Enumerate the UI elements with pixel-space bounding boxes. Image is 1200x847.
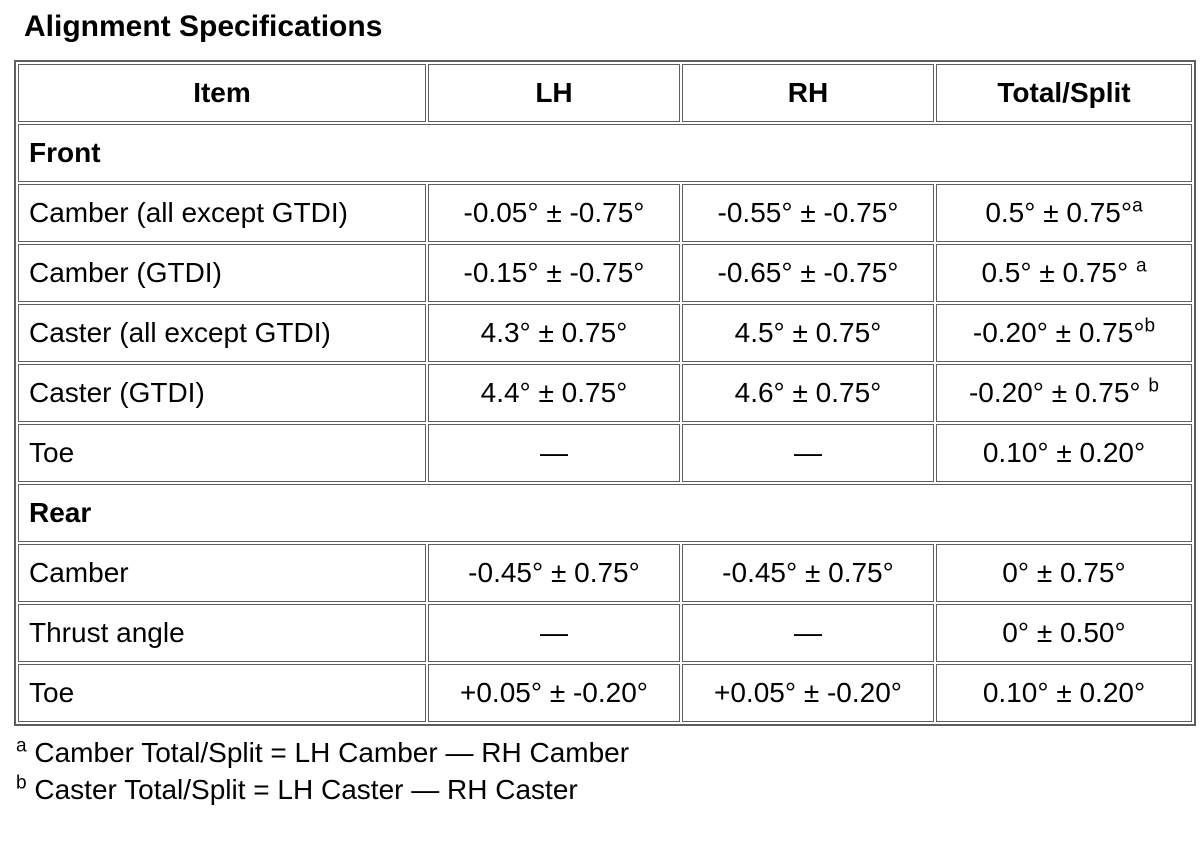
footnote-b-text: Caster Total/Split = LH Caster — RH Cast… bbox=[34, 774, 578, 805]
rh-cell: 4.5° ± 0.75° bbox=[682, 304, 934, 362]
item-cell: Camber bbox=[18, 544, 426, 602]
footnote-b: b Caster Total/Split = LH Caster — RH Ca… bbox=[16, 771, 1187, 808]
alignment-specs-table: Item LH RH Total/Split Front Camber (all… bbox=[14, 60, 1196, 726]
item-cell: Toe bbox=[18, 664, 426, 722]
footnote-marker: a bbox=[1132, 195, 1143, 217]
rh-cell: -0.45° ± 0.75° bbox=[682, 544, 934, 602]
total-cell: 0° ± 0.75° bbox=[936, 544, 1192, 602]
total-value: -0.20° ± 0.75° bbox=[972, 317, 1145, 348]
lh-cell: -0.45° ± 0.75° bbox=[428, 544, 680, 602]
rh-cell: — bbox=[682, 604, 934, 662]
item-cell: Toe bbox=[18, 424, 426, 482]
footnote-a-marker: a bbox=[16, 735, 27, 757]
column-header-rh: RH bbox=[682, 64, 934, 122]
lh-cell: -0.15° ± -0.75° bbox=[428, 244, 680, 302]
table-row: Camber (GTDI) -0.15° ± -0.75° -0.65° ± -… bbox=[18, 244, 1192, 302]
footnote-marker: a bbox=[1135, 255, 1147, 277]
table-row: Camber (all except GTDI) -0.05° ± -0.75°… bbox=[18, 184, 1192, 242]
item-cell: Camber (GTDI) bbox=[18, 244, 426, 302]
total-cell: -0.20° ± 0.75°b bbox=[936, 304, 1192, 362]
item-cell: Thrust angle bbox=[18, 604, 426, 662]
section-row-front: Front bbox=[18, 124, 1192, 182]
footnote-b-marker: b bbox=[16, 772, 27, 794]
rh-cell: — bbox=[682, 424, 934, 482]
item-cell: Camber (all except GTDI) bbox=[18, 184, 426, 242]
column-header-item: Item bbox=[18, 64, 426, 122]
column-header-total-split: Total/Split bbox=[936, 64, 1192, 122]
table-row: Camber -0.45° ± 0.75° -0.45° ± 0.75° 0° … bbox=[18, 544, 1192, 602]
lh-cell: 4.4° ± 0.75° bbox=[428, 364, 680, 422]
rh-cell: 4.6° ± 0.75° bbox=[682, 364, 934, 422]
total-cell: 0.5° ± 0.75°a bbox=[936, 184, 1192, 242]
lh-cell: -0.05° ± -0.75° bbox=[428, 184, 680, 242]
footnote-marker: b bbox=[1144, 315, 1156, 337]
page-title: Alignment Specifications bbox=[24, 10, 383, 43]
header-row: Item LH RH Total/Split bbox=[18, 64, 1192, 122]
item-cell: Caster (all except GTDI) bbox=[18, 304, 426, 362]
section-row-rear: Rear bbox=[18, 484, 1192, 542]
total-cell: -0.20° ± 0.75° b bbox=[936, 364, 1192, 422]
footnote-a-text: Camber Total/Split = LH Camber — RH Camb… bbox=[34, 737, 630, 768]
total-value: -0.20° ± 0.75° bbox=[968, 377, 1149, 408]
lh-cell: — bbox=[428, 604, 680, 662]
lh-cell: — bbox=[428, 424, 680, 482]
lh-cell: +0.05° ± -0.20° bbox=[428, 664, 680, 722]
footnote-a: a Camber Total/Split = LH Camber — RH Ca… bbox=[16, 734, 1187, 771]
total-cell: 0.10° ± 0.20° bbox=[936, 424, 1192, 482]
total-value: 0.5° ± 0.75° bbox=[981, 257, 1136, 288]
footnotes: a Camber Total/Split = LH Camber — RH Ca… bbox=[16, 734, 1187, 808]
column-header-lh: LH bbox=[428, 64, 680, 122]
table-row: Toe +0.05° ± -0.20° +0.05° ± -0.20° 0.10… bbox=[18, 664, 1192, 722]
table-row: Thrust angle — — 0° ± 0.50° bbox=[18, 604, 1192, 662]
rh-cell: -0.55° ± -0.75° bbox=[682, 184, 934, 242]
section-label-rear: Rear bbox=[18, 484, 1192, 542]
lh-cell: 4.3° ± 0.75° bbox=[428, 304, 680, 362]
footnote-marker: b bbox=[1148, 375, 1159, 397]
total-cell: 0.10° ± 0.20° bbox=[936, 664, 1192, 722]
rh-cell: +0.05° ± -0.20° bbox=[682, 664, 934, 722]
rh-cell: -0.65° ± -0.75° bbox=[682, 244, 934, 302]
table-row: Caster (GTDI) 4.4° ± 0.75° 4.6° ± 0.75° … bbox=[18, 364, 1192, 422]
total-cell: 0.5° ± 0.75° a bbox=[936, 244, 1192, 302]
table-row: Toe — — 0.10° ± 0.20° bbox=[18, 424, 1192, 482]
section-label-front: Front bbox=[18, 124, 1192, 182]
item-cell: Caster (GTDI) bbox=[18, 364, 426, 422]
total-cell: 0° ± 0.50° bbox=[936, 604, 1192, 662]
table-row: Caster (all except GTDI) 4.3° ± 0.75° 4.… bbox=[18, 304, 1192, 362]
total-value: 0.5° ± 0.75° bbox=[985, 197, 1133, 228]
